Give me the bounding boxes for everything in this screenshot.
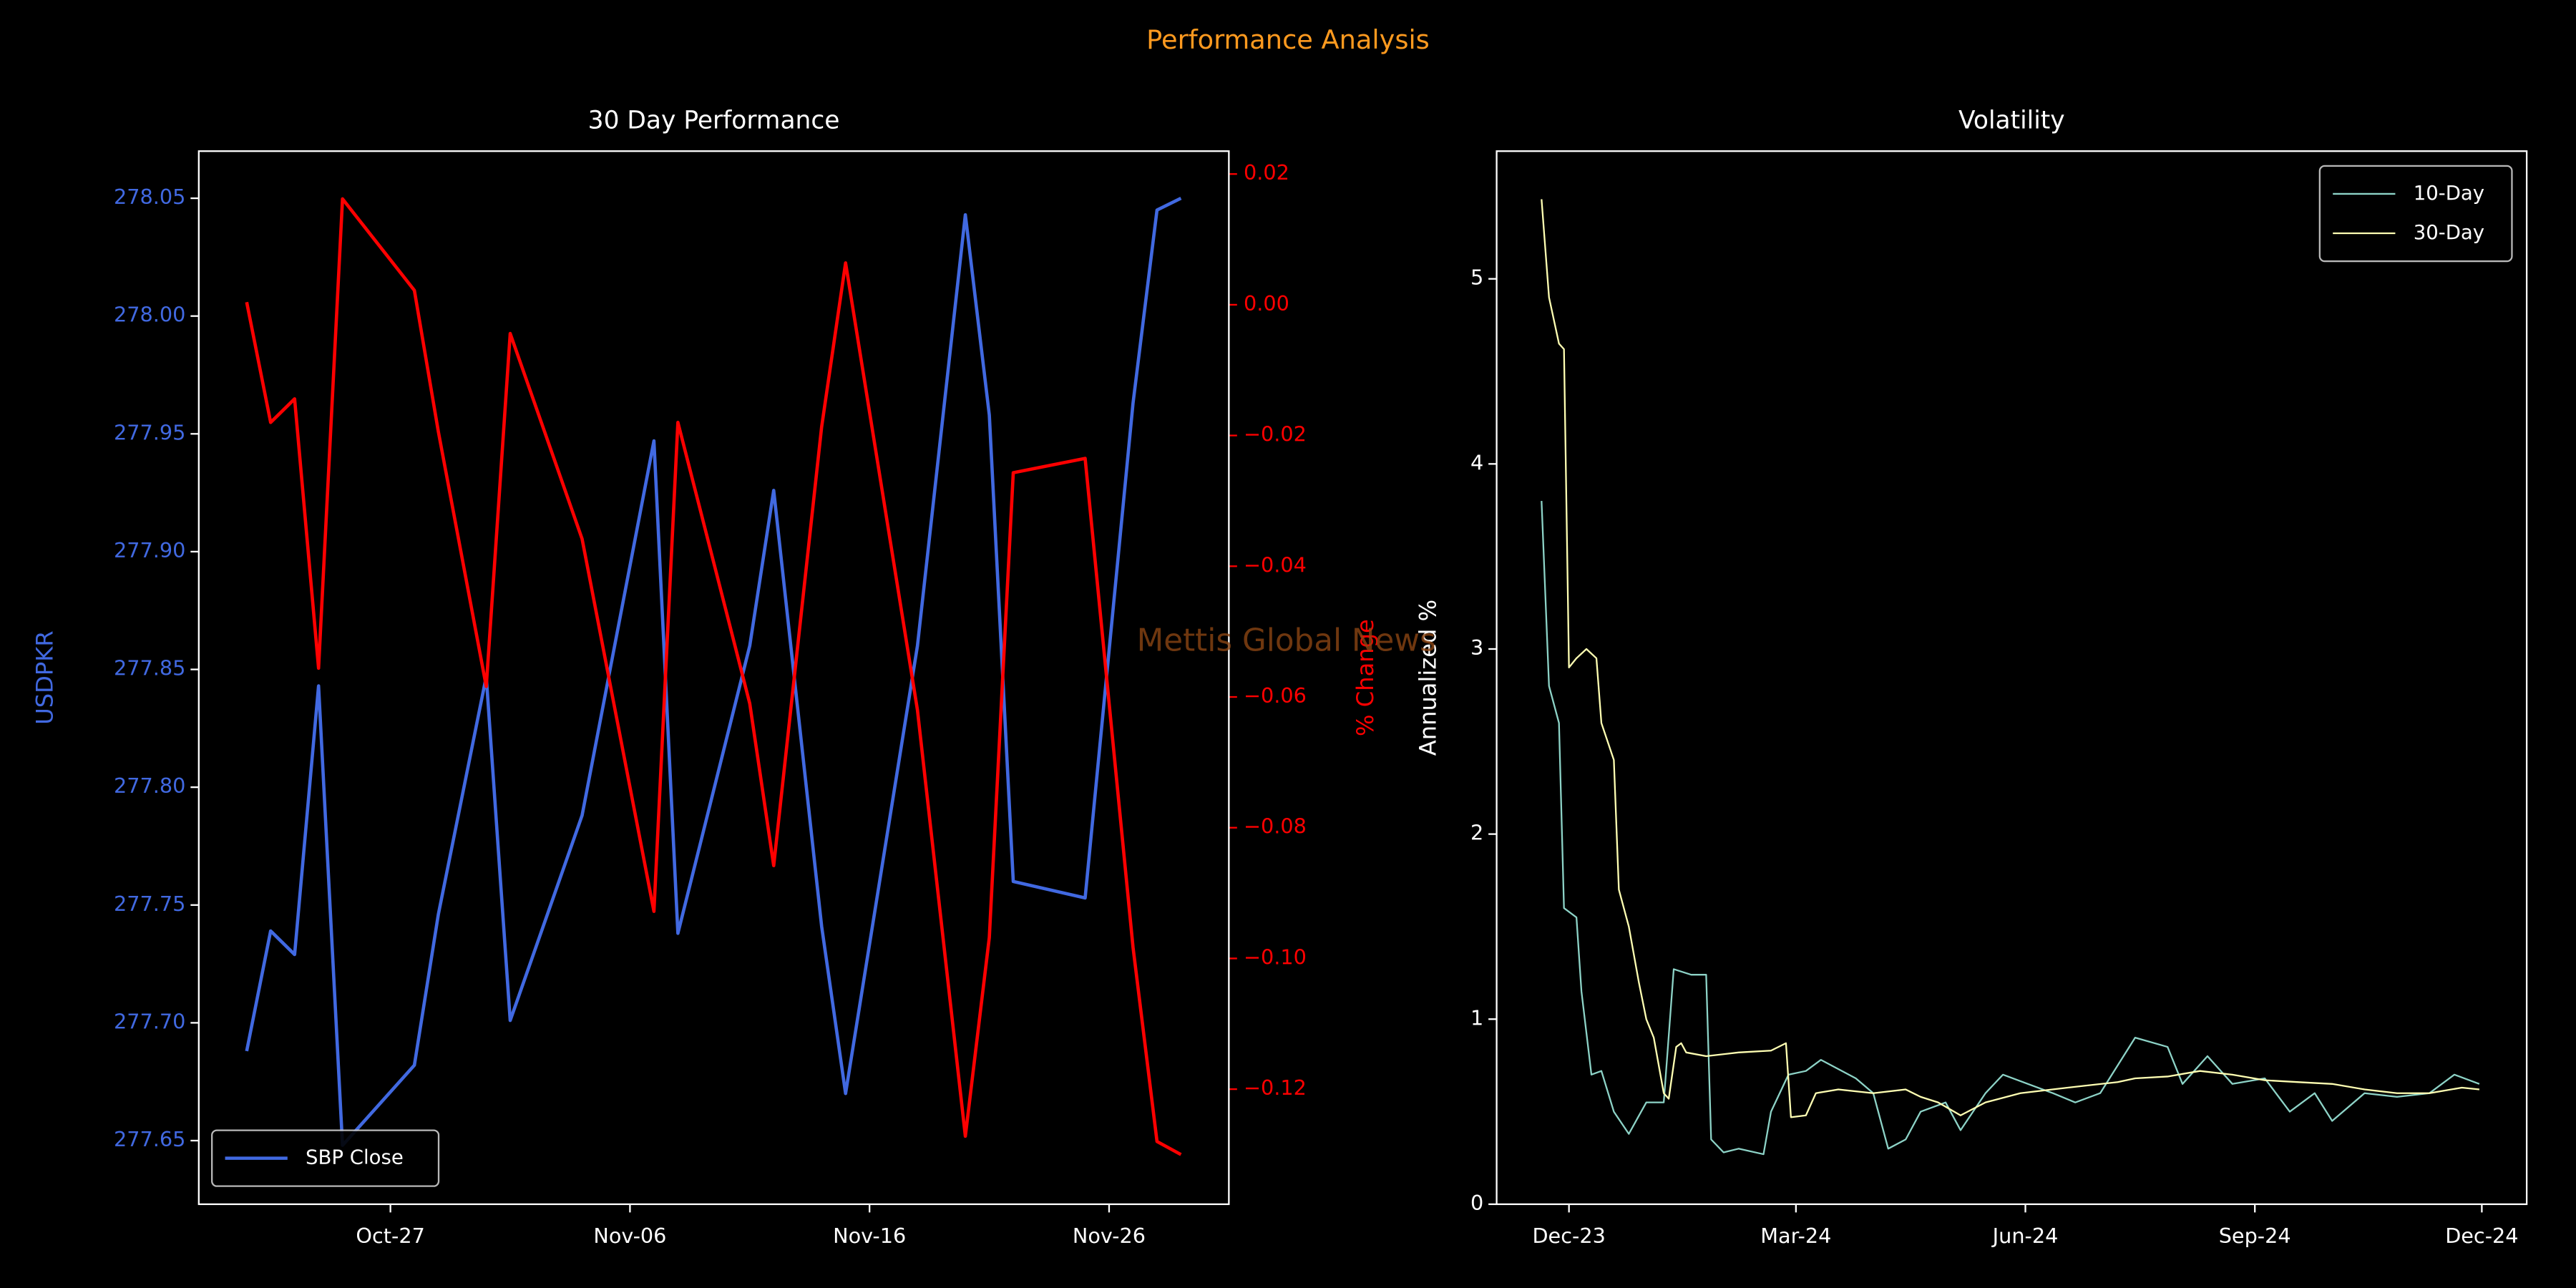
- y2-tick-label: −0.08: [1244, 814, 1307, 839]
- legend-label: 10-Day: [2414, 182, 2484, 205]
- x-tick-label: Nov-16: [833, 1224, 906, 1248]
- y-tick-label: 278.05: [114, 185, 185, 209]
- x-tick-label: Sep-24: [2219, 1224, 2291, 1248]
- legend-box: [2318, 165, 2513, 263]
- y2-tick-label: −0.04: [1244, 552, 1307, 577]
- y-tick-label: 2: [1470, 821, 1483, 845]
- y-tick-label: 277.80: [114, 774, 185, 798]
- chart-title: Volatility: [1958, 106, 2065, 135]
- y2-tick-label: −0.10: [1244, 945, 1307, 969]
- figure-title: Performance Analysis: [1146, 24, 1430, 55]
- series-line: [245, 197, 1182, 1147]
- x-tick-label: Nov-26: [1073, 1224, 1146, 1248]
- y-tick-label: 278.00: [114, 303, 185, 327]
- y-tick-label: 5: [1470, 265, 1483, 290]
- y-tick-label: 277.95: [114, 420, 185, 444]
- y-axis-label: USDPKR: [31, 630, 58, 724]
- x-tick-label: Nov-06: [593, 1224, 666, 1248]
- watermark: Mettis Global News: [1137, 623, 1436, 659]
- y-tick-label: 277.70: [114, 1009, 185, 1033]
- x-tick-label: Oct-27: [356, 1224, 424, 1248]
- y2-tick-label: 0.00: [1244, 291, 1289, 316]
- legend-label: 30-Day: [2414, 221, 2484, 244]
- series-line: [1541, 199, 2480, 1118]
- chart-title: 30 Day Performance: [588, 106, 840, 135]
- y2-axis-label: % Change: [1352, 619, 1379, 736]
- y2-tick-label: 0.02: [1244, 160, 1289, 185]
- y-axis-label: Annualized %: [1414, 600, 1441, 756]
- y-tick-label: 3: [1470, 635, 1483, 660]
- y-tick-label: 0: [1470, 1191, 1483, 1215]
- y-tick-label: 4: [1470, 450, 1483, 474]
- plot-frame: [1496, 150, 2528, 1206]
- legend-box: [211, 1129, 440, 1187]
- y-tick-label: 277.90: [114, 538, 185, 562]
- y2-tick-label: −0.02: [1244, 422, 1307, 447]
- y-tick-label: 277.75: [114, 892, 185, 916]
- y-tick-label: 277.65: [114, 1127, 185, 1151]
- legend-label: SBP Close: [306, 1146, 404, 1169]
- x-tick-label: Dec-24: [2445, 1224, 2518, 1248]
- y2-tick-label: −0.12: [1244, 1075, 1307, 1100]
- series-line: [245, 197, 1182, 1156]
- x-tick-label: Mar-24: [1760, 1224, 1831, 1248]
- y-tick-label: 1: [1470, 1005, 1483, 1030]
- y-tick-label: 277.85: [114, 656, 185, 680]
- plot-frame: [197, 150, 1230, 1206]
- x-tick-label: Dec-23: [1532, 1224, 1605, 1248]
- x-tick-label: Jun-24: [1991, 1224, 2059, 1248]
- y2-tick-label: −0.06: [1244, 683, 1307, 708]
